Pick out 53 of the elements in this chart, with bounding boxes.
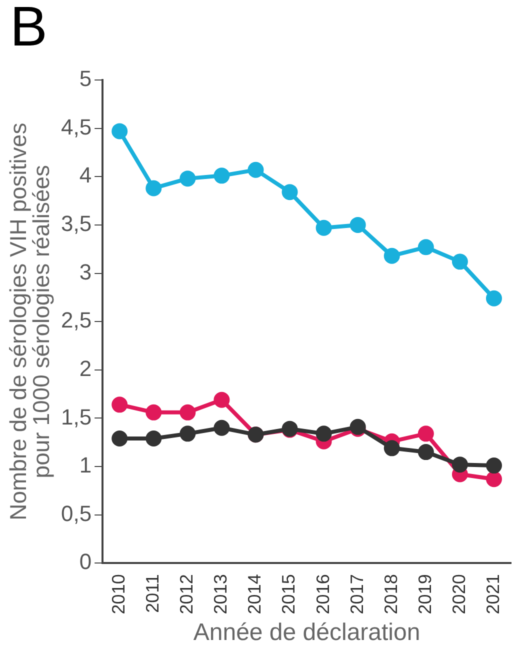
point: [214, 168, 230, 184]
y-tick-label: 2,5: [60, 308, 92, 333]
y-axis-title: Nombre de de sérologies VIH positives pour 1000 sérologies réalisées: [4, 122, 54, 520]
point: [180, 426, 196, 442]
point: [486, 290, 502, 306]
point: [418, 444, 434, 460]
point: [112, 396, 128, 413]
text: B: [10, 0, 48, 58]
y-tick-label: 4,5: [60, 114, 92, 140]
x-tick-label: 2014: [244, 574, 265, 614]
y-tick-label: 1: [79, 452, 92, 478]
point: [486, 458, 502, 474]
point: [350, 216, 366, 233]
point: [146, 430, 162, 447]
point: [112, 123, 128, 140]
point: [248, 162, 264, 178]
point: [214, 392, 230, 408]
x-tick-label: 2011: [142, 574, 163, 613]
y-tick-label: 0: [79, 549, 92, 574]
point: [282, 184, 298, 200]
y-tick-label: 4: [79, 162, 92, 188]
x-axis-title: Année de déclaration: [193, 619, 420, 646]
x-tick-label: 2017: [346, 574, 367, 614]
x-tick-label: 2013: [210, 574, 231, 614]
x-tick-label: 2016: [312, 574, 333, 614]
point: [214, 420, 230, 436]
point: [384, 440, 400, 456]
y-tick-label: 3,5: [60, 211, 92, 236]
y-tick-label: 1,5: [60, 404, 92, 430]
point: [452, 456, 468, 473]
x-tick-label: 2019: [414, 574, 435, 614]
point: [418, 426, 434, 442]
point: [146, 180, 162, 196]
x-tick-label: 2010: [108, 574, 129, 614]
y-tick-label: 0,5: [60, 500, 92, 526]
point: [112, 430, 128, 447]
x-tick-label: 2012: [176, 574, 197, 614]
x-tick-label: 2020: [448, 574, 469, 614]
point: [316, 426, 332, 442]
y-tick-label: 5: [79, 66, 92, 92]
point: [316, 220, 332, 236]
point: [384, 248, 400, 264]
point: [418, 239, 434, 256]
y-tick-label: 2: [79, 356, 92, 381]
x-tick-label: 2015: [278, 574, 299, 614]
point: [180, 404, 196, 420]
point: [180, 170, 196, 187]
point: [452, 254, 468, 270]
point: [146, 404, 162, 420]
point: [486, 471, 502, 488]
y-tick-label: 3: [79, 259, 92, 284]
x-tick-label: 2018: [380, 574, 401, 614]
x-tick-label: 2021: [482, 574, 503, 614]
